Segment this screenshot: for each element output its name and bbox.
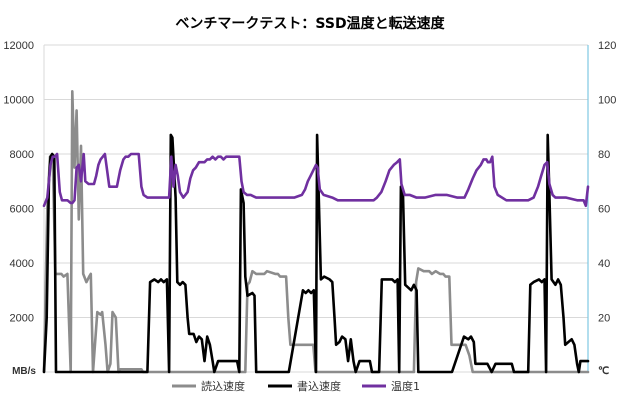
right-axis-unit: ℃ (598, 366, 609, 377)
right-tick-label: 80 (598, 149, 610, 161)
series-lines (42, 90, 590, 374)
left-tick-label: 8000 (10, 149, 34, 161)
left-tick-label: 2000 (10, 313, 34, 325)
left-tick-label: 4000 (10, 258, 34, 270)
legend-label-0: 読込速度 (201, 379, 245, 393)
left-axis-unit: MB/s (12, 366, 36, 377)
right-tick-label: 40 (598, 258, 610, 270)
right-tick-label: 60 (598, 204, 610, 216)
legend-label-2: 温度1 (391, 379, 420, 393)
legend-label-1: 書込速度 (297, 379, 341, 393)
left-tick-label: 6000 (10, 204, 34, 216)
series-line-2 (42, 152, 590, 208)
right-tick-label: 120 (598, 40, 616, 52)
right-tick-label: 20 (598, 313, 610, 325)
right-tick-label: 100 (598, 95, 616, 107)
legend: 読込速度 書込速度 温度1 (172, 379, 420, 393)
series-line-0 (42, 90, 590, 374)
left-tick-label: 10000 (3, 95, 34, 107)
series-line-1 (42, 133, 590, 374)
left-tick-label: 12000 (3, 40, 34, 52)
chart-title: ベンチマークテスト：SSD温度と転送速度 (175, 15, 445, 32)
